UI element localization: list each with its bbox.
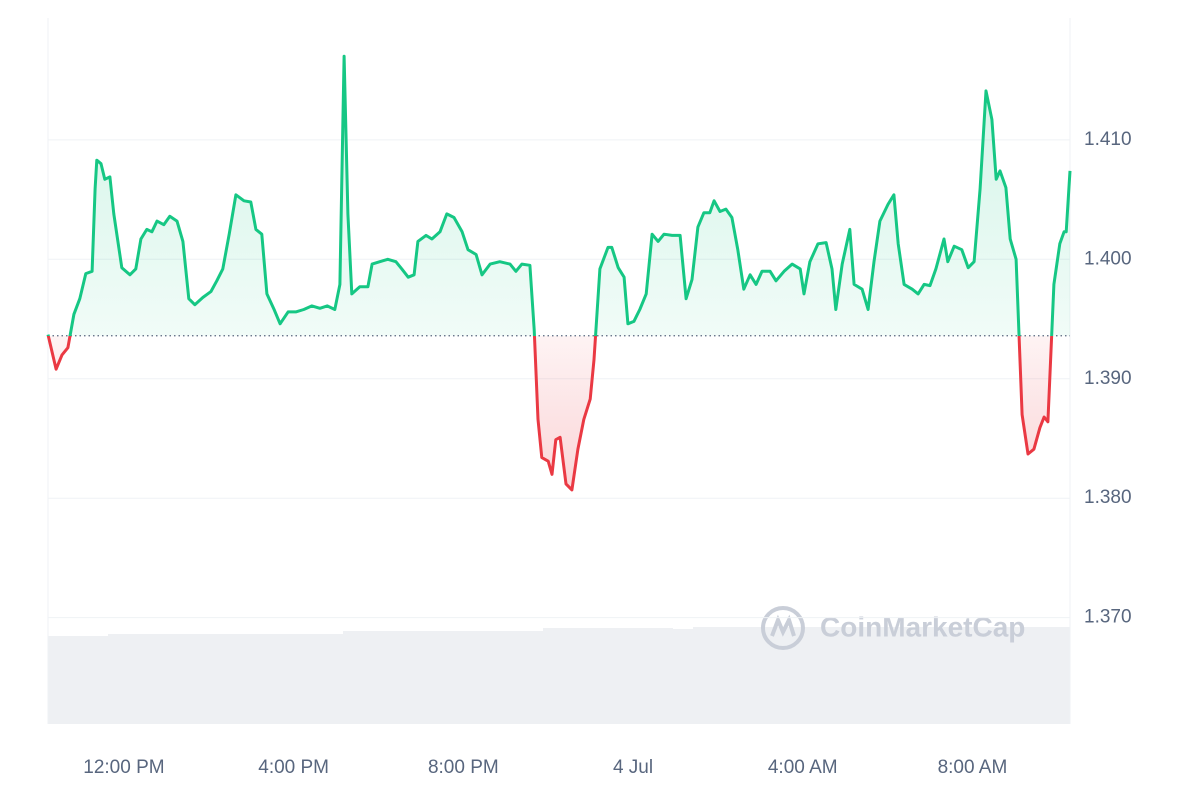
volume-band: [48, 627, 1070, 724]
x-tick-label: 4:00 PM: [258, 757, 329, 778]
watermark-text: CoinMarketCap: [820, 611, 1025, 642]
y-tick-label: 1.370: [1084, 607, 1132, 628]
x-tick-label: 4 Jul: [613, 757, 653, 778]
price-line: [46, 54, 1072, 492]
y-tick-label: 1.390: [1084, 368, 1132, 389]
y-tick-label: 1.410: [1084, 129, 1132, 150]
x-tick-label: 8:00 AM: [938, 757, 1008, 778]
x-tick-label: 8:00 PM: [428, 757, 499, 778]
y-tick-label: 1.400: [1084, 248, 1132, 269]
y-tick-label: 1.380: [1084, 487, 1132, 508]
watermark: CoinMarketCap: [761, 606, 1025, 650]
price-area: [48, 56, 1070, 490]
x-tick-label: 4:00 AM: [768, 757, 838, 778]
x-tick-label: 12:00 PM: [83, 757, 164, 778]
